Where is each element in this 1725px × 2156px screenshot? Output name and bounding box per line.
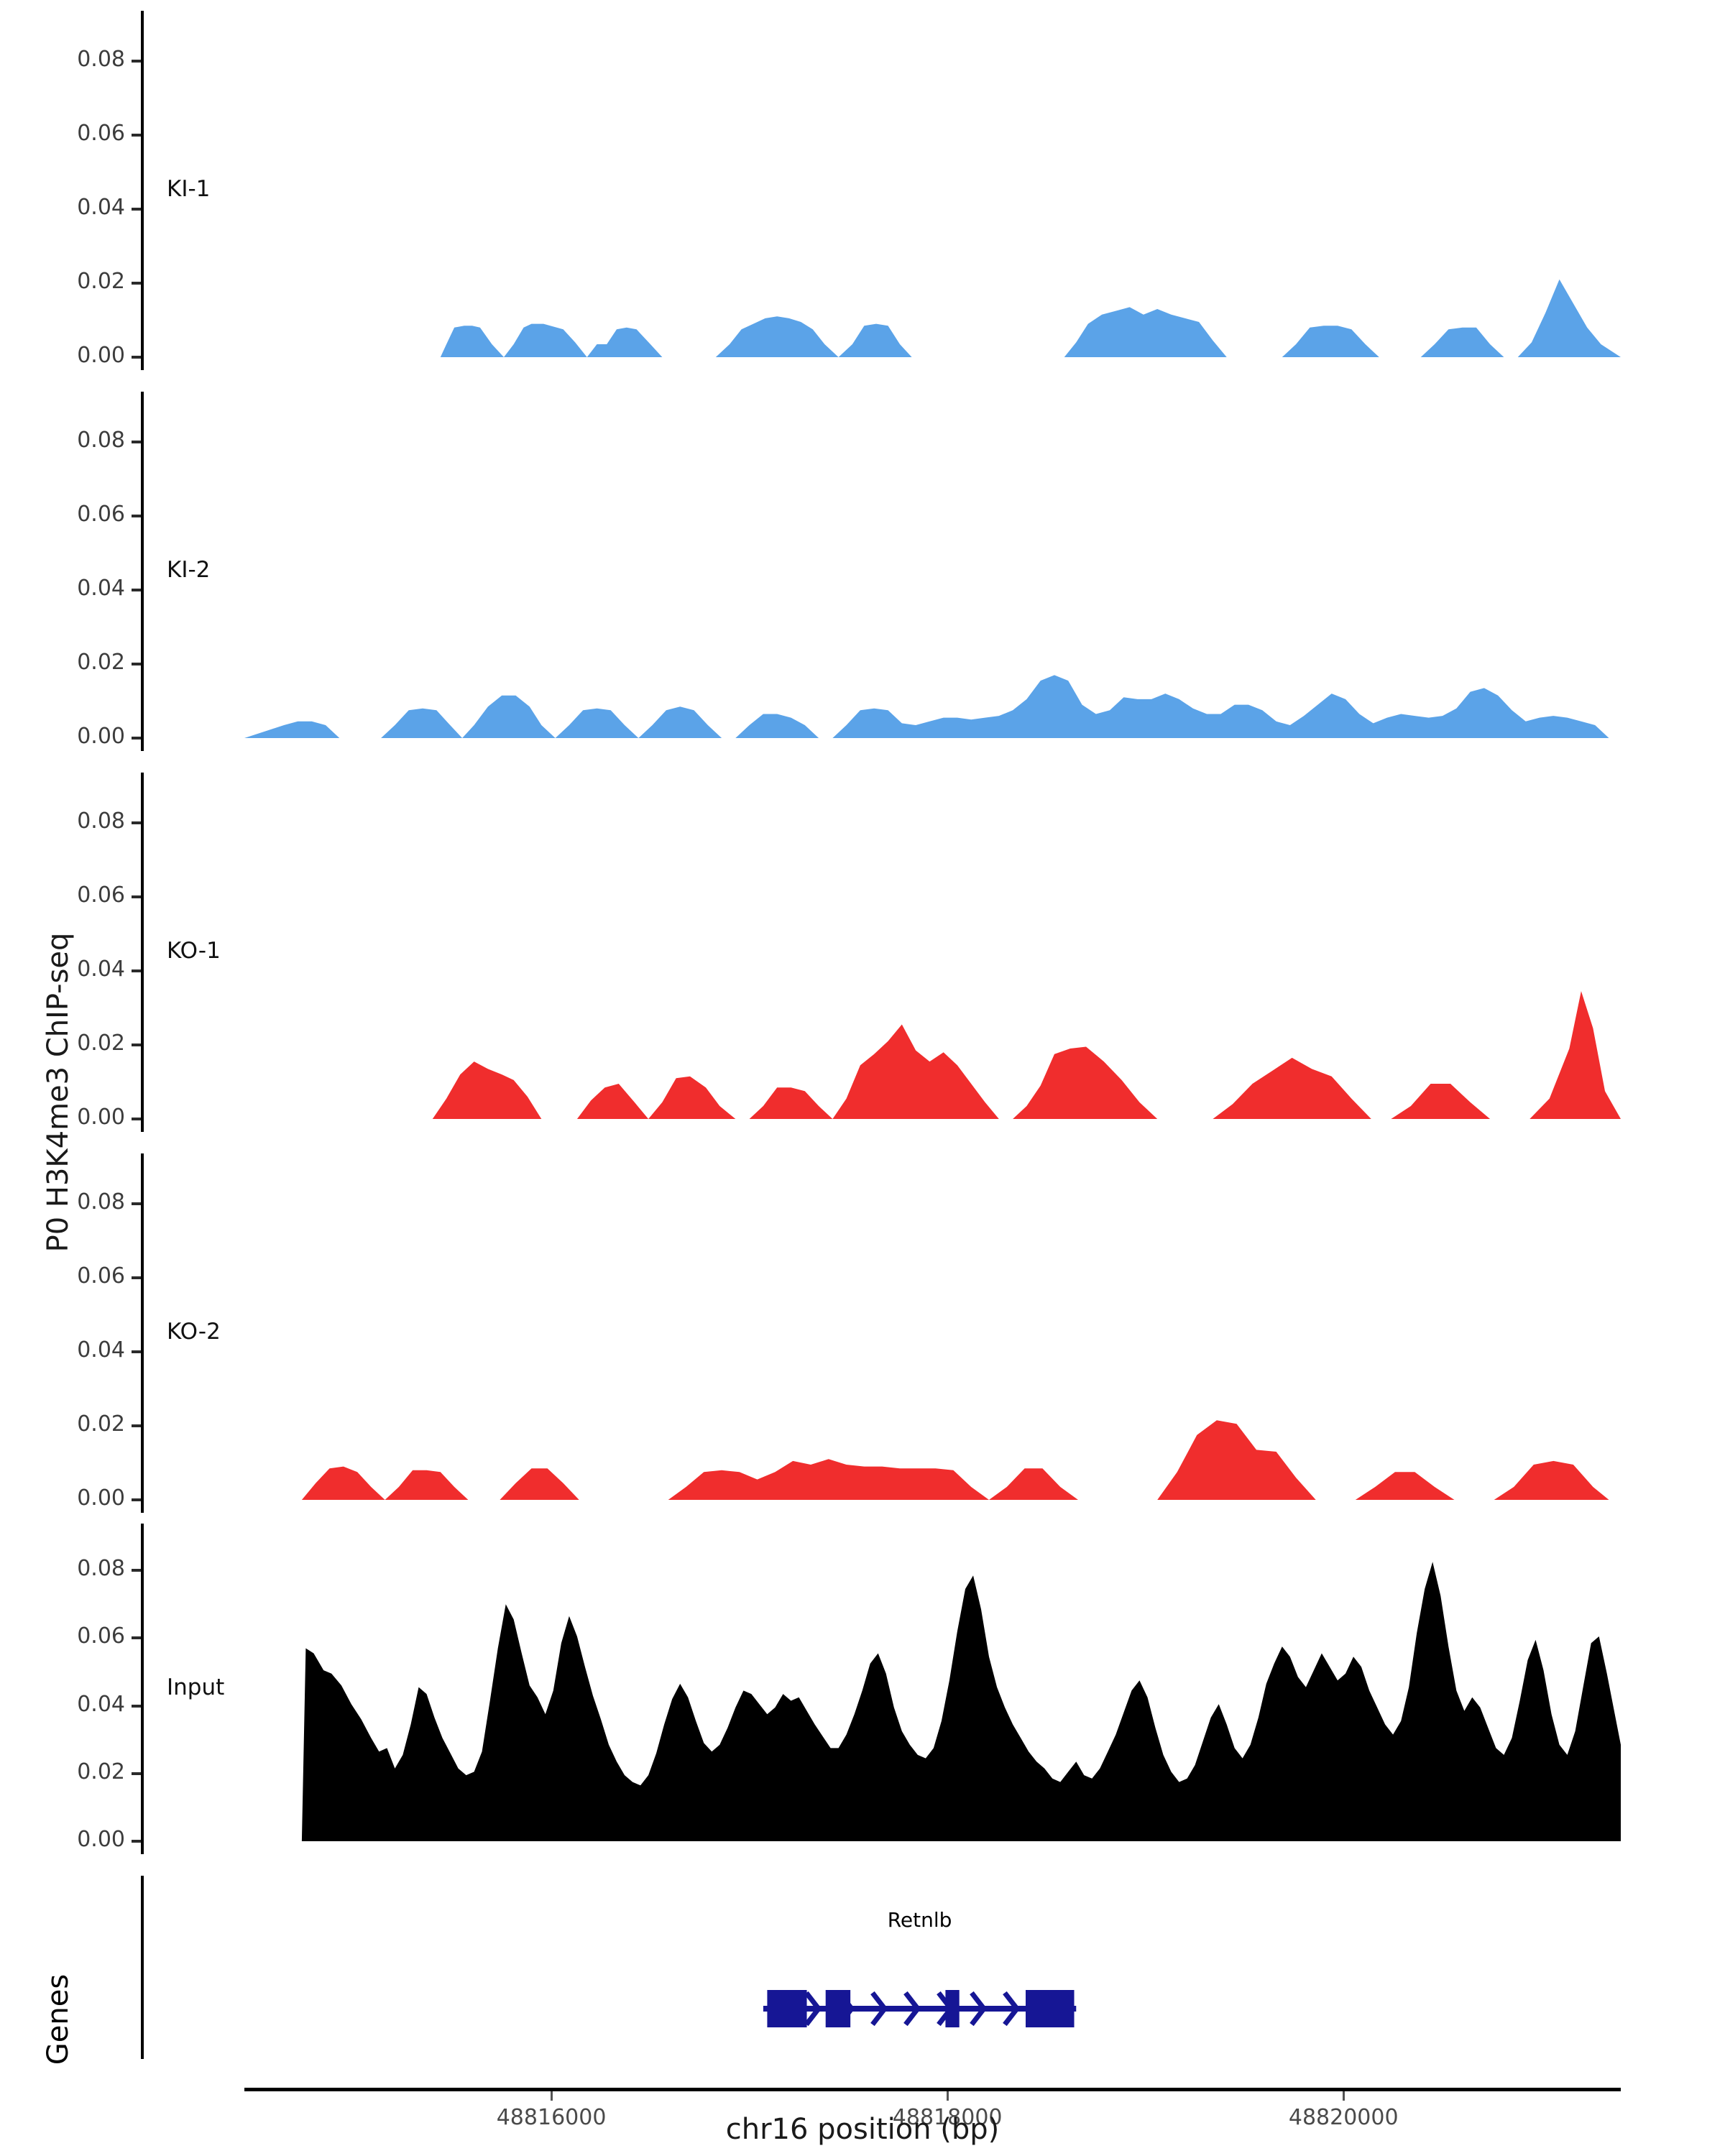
- signal-area-ki-2: [0, 392, 1725, 751]
- y-tick-mark: [132, 207, 141, 211]
- gene-model[interactable]: [0, 1876, 1725, 2091]
- y-tick-mark: [132, 1840, 141, 1843]
- y-tick-mark: [132, 514, 141, 517]
- y-tick-label: 0.08: [77, 808, 125, 834]
- y-tick-mark: [132, 821, 141, 824]
- y-tick-label: 0.00: [77, 1485, 125, 1511]
- y-tick-mark: [132, 440, 141, 443]
- y-tick-label: 0.08: [77, 1189, 125, 1215]
- y-tick-label: 0.04: [77, 575, 125, 601]
- y-tick-label: 0.06: [77, 1623, 125, 1649]
- y-tick-mark: [132, 1350, 141, 1353]
- y-tick-mark: [132, 1704, 141, 1708]
- x-axis-title: chr16 position (bp): [725, 2113, 1000, 2146]
- y-tick-label: 0.06: [77, 120, 125, 146]
- y-tick-label: 0.00: [77, 1105, 125, 1130]
- y-tick-label: 0.04: [77, 1337, 125, 1363]
- y-tick-label: 0.06: [77, 1263, 125, 1289]
- y-tick-mark: [132, 59, 141, 63]
- y-axis-spine: [141, 1153, 144, 1513]
- y-tick-label: 0.00: [77, 1827, 125, 1852]
- y-tick-mark: [132, 1424, 141, 1427]
- y-tick-mark: [132, 281, 141, 285]
- track-label-ki-1: KI-1: [167, 176, 211, 202]
- y-tick-mark: [132, 969, 141, 972]
- y-axis-spine: [141, 392, 144, 751]
- track-panel-ki-2: 0.00 0.02 0.04 0.06 0.08 KI-2: [0, 392, 1725, 751]
- y-tick-label: 0.00: [77, 724, 125, 749]
- x-tick-label: 48820000: [1288, 2105, 1399, 2130]
- gene-annotation-panel: Retnlb: [0, 1876, 1725, 2091]
- signal-area-ko-2: [0, 1153, 1725, 1513]
- track-panel-input: 0.00 0.02 0.04 0.06 0.08 Input: [0, 1524, 1725, 1854]
- y-tick-mark: [132, 1043, 141, 1046]
- y-tick-mark: [132, 1202, 141, 1205]
- y-tick-label: 0.04: [77, 956, 125, 982]
- y-tick-label: 0.00: [77, 343, 125, 368]
- y-tick-mark: [132, 1772, 141, 1775]
- y-tick-label: 0.04: [77, 194, 125, 220]
- x-axis: 48816000 48818000 48820000: [0, 2088, 1725, 2145]
- y-tick-mark: [132, 737, 141, 740]
- y-tick-mark: [132, 1118, 141, 1120]
- y-tick-mark: [132, 1569, 141, 1572]
- track-panel-ki-1: 0.00 0.02 0.04 0.06 0.08 KI-1: [0, 11, 1725, 370]
- signal-area-ki-1: [0, 11, 1725, 370]
- signal-area-ko-1: [0, 773, 1725, 1132]
- y-tick-mark: [132, 588, 141, 591]
- y-tick-label: 0.02: [77, 268, 125, 294]
- y-tick-label: 0.08: [77, 1556, 125, 1582]
- y-tick-mark: [132, 133, 141, 137]
- y-tick-mark: [132, 1276, 141, 1279]
- y-tick-mark: [132, 1498, 141, 1501]
- signal-area-input: [0, 1524, 1725, 1854]
- y-tick-mark: [132, 662, 141, 665]
- y-tick-label: 0.06: [77, 501, 125, 527]
- x-tick-label: 48816000: [496, 2105, 607, 2130]
- y-tick-label: 0.08: [77, 427, 125, 453]
- y-tick-label: 0.06: [77, 882, 125, 908]
- y-tick-label: 0.02: [77, 1759, 125, 1784]
- x-tick-mark: [551, 2091, 553, 2101]
- track-label-ko-2: KO-2: [167, 1319, 221, 1345]
- track-label-input: Input: [167, 1674, 225, 1700]
- y-tick-label: 0.02: [77, 649, 125, 675]
- y-axis-spine: [141, 11, 144, 370]
- x-tick-mark: [1343, 2091, 1346, 2101]
- track-label-ki-2: KI-2: [167, 557, 211, 583]
- y-tick-label: 0.02: [77, 1030, 125, 1056]
- y-tick-label: 0.04: [77, 1691, 125, 1717]
- gene-panel-spine: [141, 1876, 144, 2059]
- y-tick-label: 0.02: [77, 1411, 125, 1437]
- y-tick-mark: [132, 356, 141, 359]
- y-axis-spine: [141, 773, 144, 1132]
- y-tick-label: 0.08: [77, 46, 125, 72]
- gene-label-retnlb: Retnlb: [887, 1908, 952, 1932]
- x-axis-line: [244, 2088, 1621, 2091]
- track-panel-ko-1: 0.00 0.02 0.04 0.06 0.08 KO-1: [0, 773, 1725, 1132]
- track-label-ko-1: KO-1: [167, 938, 221, 964]
- y-tick-mark: [132, 1636, 141, 1640]
- y-tick-mark: [132, 895, 141, 898]
- track-panel-ko-2: 0.00 0.02 0.04 0.06 0.08 KO-2: [0, 1153, 1725, 1513]
- y-axis-spine: [141, 1524, 144, 1854]
- x-tick-mark: [947, 2091, 949, 2101]
- x-tick-label: 48818000: [892, 2105, 1003, 2130]
